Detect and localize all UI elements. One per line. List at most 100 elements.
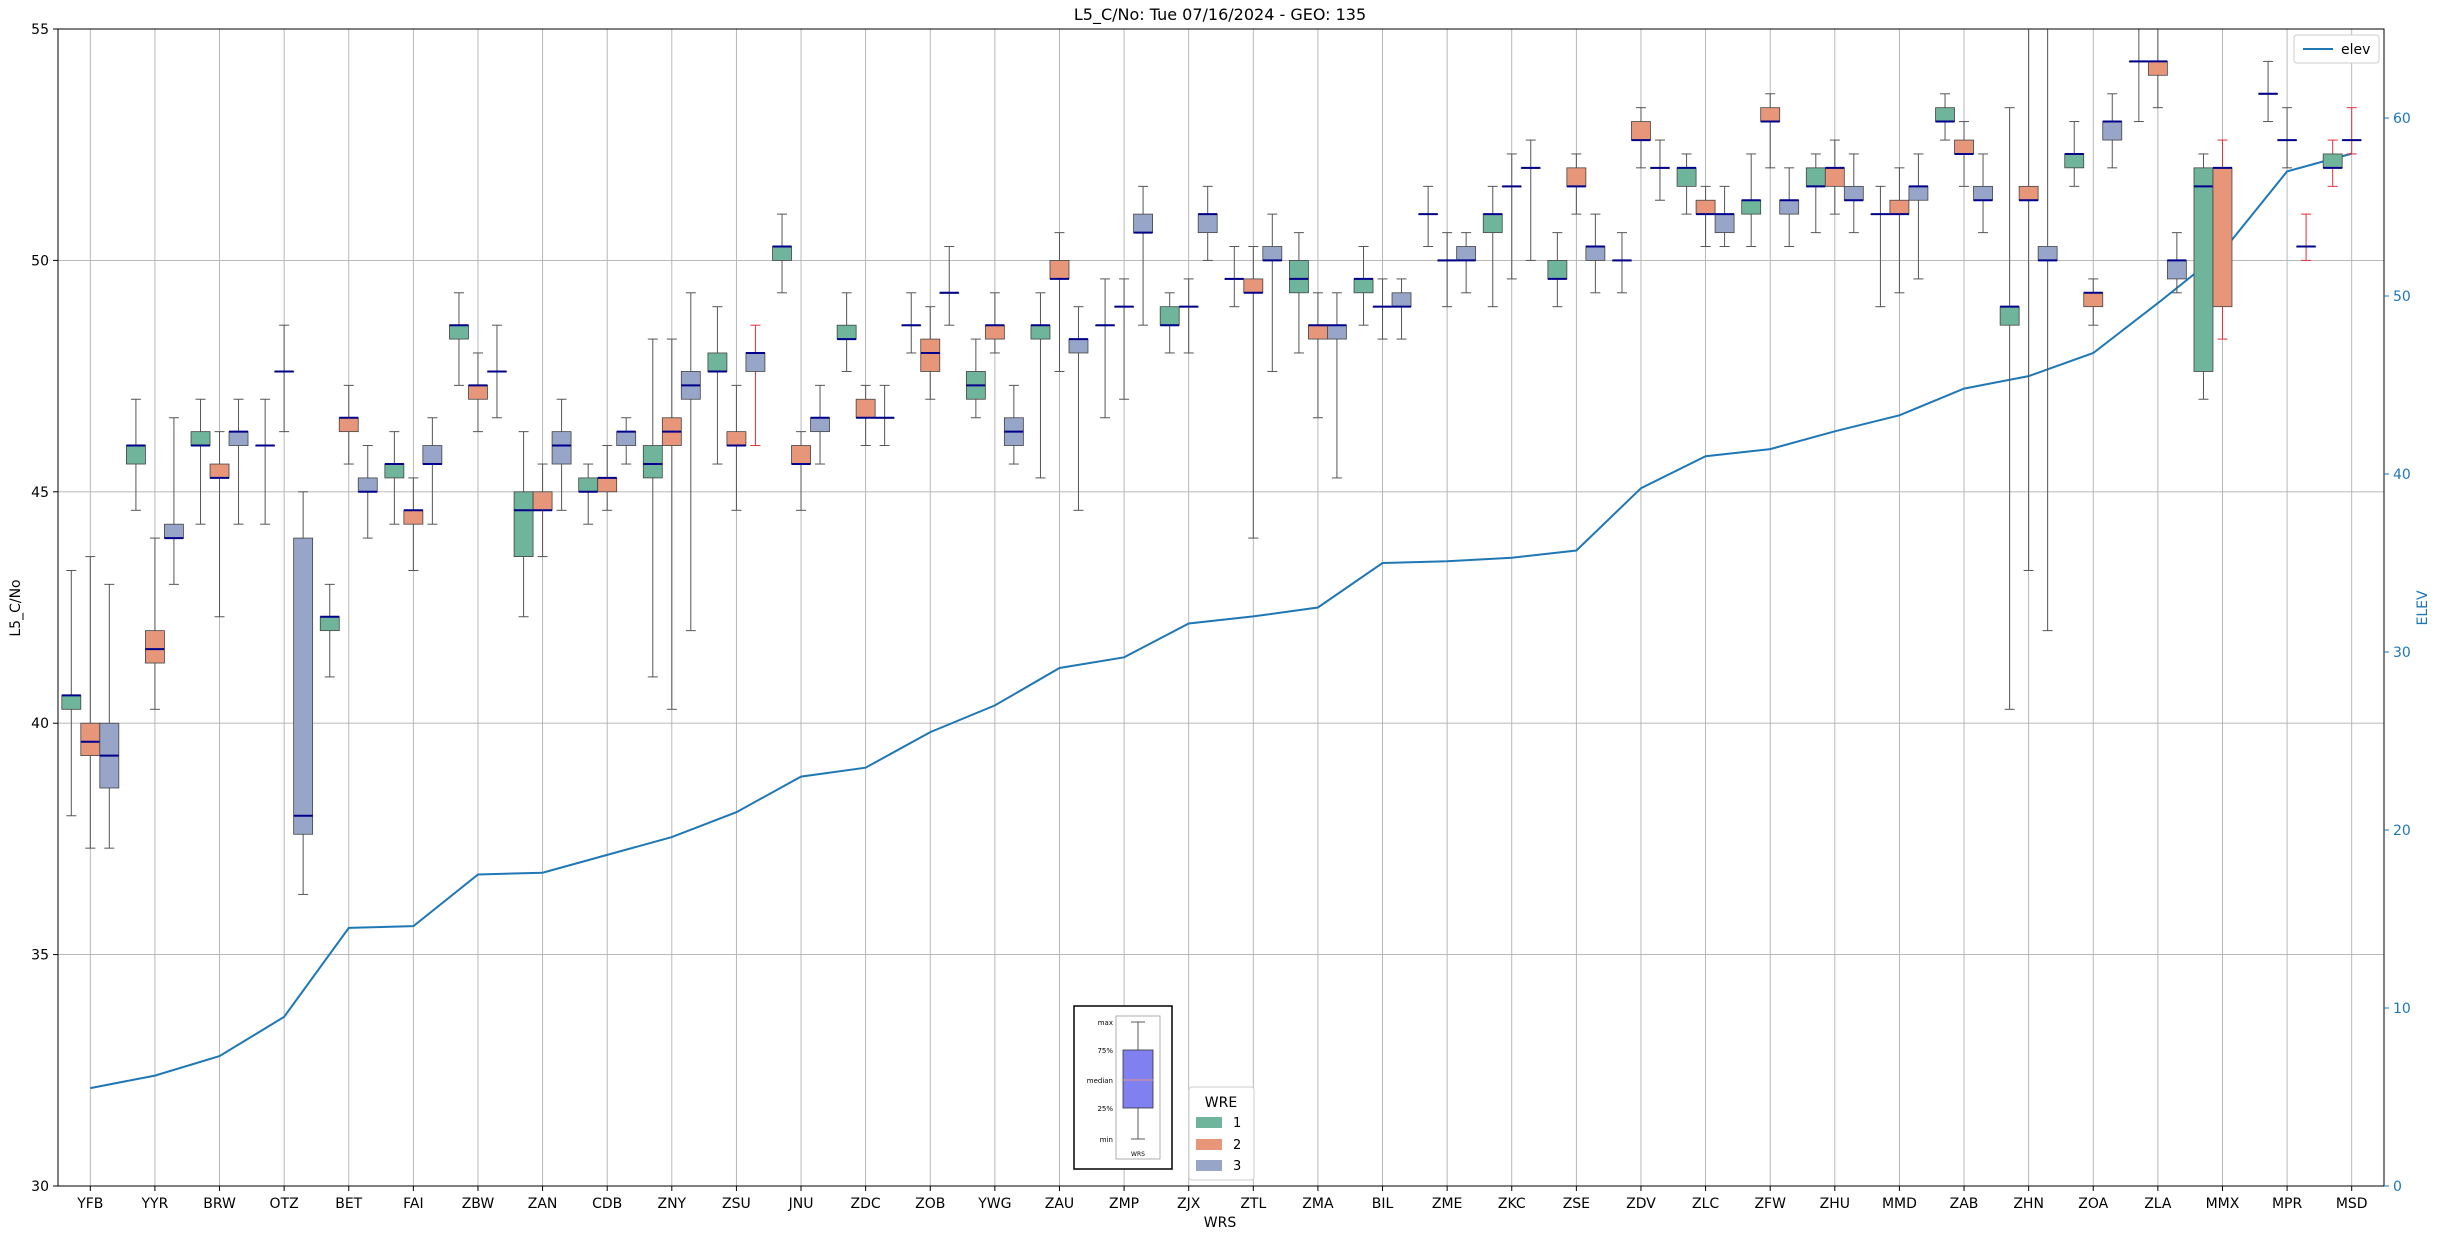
box-iqr xyxy=(449,324,469,340)
x-tick-label: FAI xyxy=(403,1196,423,1212)
box-MMX-wre1 xyxy=(2193,153,2214,400)
x-tick-label: ZKC xyxy=(1498,1196,1526,1212)
box-ZLA-wre3 xyxy=(2166,232,2187,294)
wre-legend-title: WRE xyxy=(1205,1095,1237,1111)
box-ZLC-wre1 xyxy=(1676,153,1697,215)
elev-legend: elev xyxy=(2293,34,2380,64)
box-ZHN-wre2 xyxy=(2018,28,2039,571)
box-iqr xyxy=(2322,153,2343,169)
box-iqr xyxy=(80,722,101,756)
box-ZOB-wre2 xyxy=(920,306,941,400)
box-iqr xyxy=(1243,278,1264,294)
key-caption: WRS xyxy=(1131,1151,1145,1158)
box-ZBW-wre2 xyxy=(468,352,488,433)
boxplot-key-inset: max 75% median 25% min WRS xyxy=(1073,1005,1173,1170)
x-tick-label: ZOA xyxy=(2078,1196,2108,1212)
box-MSD-wre1 xyxy=(2322,139,2343,187)
box-iqr xyxy=(532,491,553,511)
box-iqr xyxy=(855,398,876,419)
box-iqr xyxy=(61,695,82,710)
box-iqr xyxy=(1197,213,1218,234)
box-iqr xyxy=(1391,292,1412,308)
y-tick-label: 30 xyxy=(31,1179,49,1195)
y2-tick-label: 30 xyxy=(2393,645,2411,661)
box-BIL-wre3 xyxy=(1391,278,1412,340)
box-ZOA-wre3 xyxy=(2102,93,2123,169)
box-ZLA-wre1 xyxy=(2128,28,2149,123)
x-tick-label: ZLA xyxy=(2144,1196,2172,1212)
box-iqr xyxy=(357,477,378,493)
x-tick-label: CDB xyxy=(592,1196,622,1212)
box-series xyxy=(61,28,2362,895)
box-ZOB-wre1 xyxy=(901,292,922,354)
box-iqr xyxy=(1133,213,1153,234)
box-ZJX-wre3 xyxy=(1197,185,1218,261)
grid-lines xyxy=(58,28,2384,1187)
box-ZTL-wre2 xyxy=(1243,246,1264,539)
box-MMD-wre1 xyxy=(1870,185,1891,308)
box-ZAU-wre2 xyxy=(1049,232,1070,372)
box-iqr xyxy=(1456,246,1477,261)
box-ZLC-wre3 xyxy=(1714,185,1735,248)
box-ZSU-wre2 xyxy=(726,384,747,511)
box-iqr xyxy=(422,445,443,465)
box-YWG-wre3 xyxy=(1003,384,1024,465)
box-iqr xyxy=(772,246,792,261)
box-ZKC-wre1 xyxy=(1482,185,1503,308)
x-tick-label: ZNY xyxy=(657,1196,686,1212)
box-OTZ-wre3 xyxy=(293,491,314,895)
x-tick-label: BET xyxy=(335,1196,362,1212)
box-iqr xyxy=(1068,338,1089,354)
box-iqr xyxy=(2212,167,2233,308)
box-YYR-wre2 xyxy=(145,537,165,710)
box-ZMP-wre1 xyxy=(1095,278,1115,419)
box-BRW-wre1 xyxy=(190,398,211,525)
box-OTZ-wre2 xyxy=(274,324,295,433)
x-axis: YFB YYR BRW OTZ BET FAI ZBW ZAN CDB ZNY ZSU JNU ZDC Z… xyxy=(76,1186,2368,1212)
x-tick-label: YYR xyxy=(140,1196,168,1212)
chart-title: L5_C/No: Tue 07/16/2024 - GEO: 135 xyxy=(1074,5,1366,25)
box-iqr xyxy=(1908,185,1929,201)
key-label-median: median xyxy=(1087,1077,1113,1085)
box-ZSE-wre2 xyxy=(1566,153,1587,215)
x-tick-label: ZDC xyxy=(851,1196,881,1212)
box-iqr xyxy=(403,509,424,525)
box-MPR-wre2 xyxy=(2277,107,2297,169)
box-JNU-wre1 xyxy=(772,213,792,294)
box-iqr xyxy=(1805,167,1826,187)
x-tick-label: ZJX xyxy=(1177,1196,1201,1212)
elev-line-group xyxy=(90,152,2352,1090)
box-ZTL-wre1 xyxy=(1224,246,1245,308)
box-ZKC-wre2 xyxy=(1501,153,1522,280)
key-label-max: max xyxy=(1098,1019,1113,1027)
x-tick-label: ZBW xyxy=(462,1196,495,1212)
box-ZOB-wre3 xyxy=(939,246,960,326)
elev-legend-frame xyxy=(2293,34,2380,64)
box-BET-wre3 xyxy=(357,445,378,539)
box-ZOA-wre2 xyxy=(2083,278,2104,326)
box-ZOA-wre1 xyxy=(2064,121,2085,187)
box-iqr xyxy=(642,445,663,479)
x-tick-label: BRW xyxy=(203,1196,236,1212)
x-tick-label: YWG xyxy=(977,1196,1011,1212)
box-iqr xyxy=(1308,324,1328,340)
box-ZAU-wre1 xyxy=(1030,292,1051,479)
box-ZFW-wre1 xyxy=(1741,153,1762,248)
y2-tick-label: 10 xyxy=(2393,1001,2411,1017)
box-ZDC-wre1 xyxy=(836,292,857,372)
box-ZAB-wre1 xyxy=(1935,93,1955,141)
x-tick-label: ZAU xyxy=(1045,1196,1074,1212)
box-iqr xyxy=(2083,292,2104,308)
box-MMD-wre3 xyxy=(1908,153,1929,280)
box-ZMA-wre1 xyxy=(1289,232,1309,354)
box-ZTL-wre3 xyxy=(1262,213,1283,372)
box-iqr xyxy=(551,431,572,465)
y2-tick-label: 60 xyxy=(2393,111,2411,127)
box-ZHU-wre2 xyxy=(1824,139,1845,215)
box-ZNY-wre3 xyxy=(680,292,701,632)
box-ZME-wre3 xyxy=(1456,232,1477,294)
box-iqr xyxy=(1741,199,1762,215)
box-iqr xyxy=(1482,213,1503,234)
